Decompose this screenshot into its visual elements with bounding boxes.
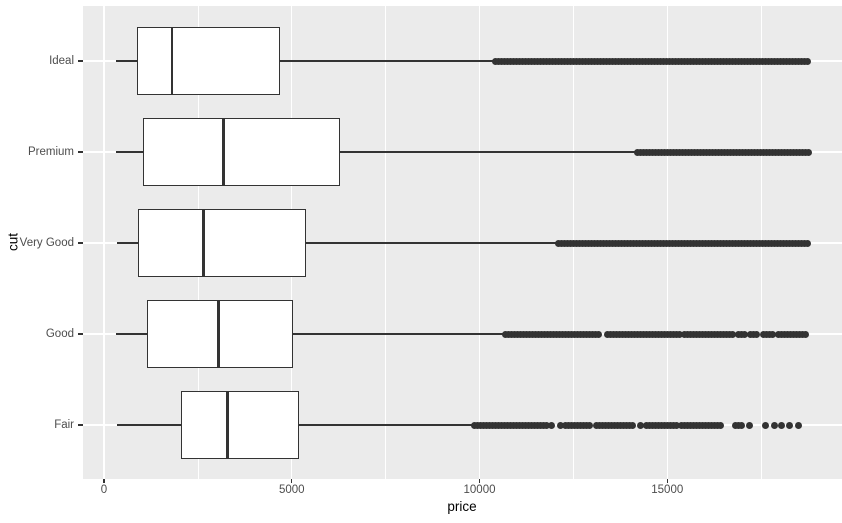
whisker-low [116, 333, 147, 335]
y-axis-tick [78, 151, 83, 153]
y-axis-tick [78, 333, 83, 335]
whisker-high [340, 151, 635, 153]
outlier-dot [778, 421, 786, 429]
outlier-dot [804, 239, 812, 247]
outlier-dot [675, 330, 683, 338]
outlier-dot [753, 330, 761, 338]
whisker-high [299, 424, 476, 426]
x-tick-label: 10000 [463, 484, 496, 496]
median-line [217, 300, 220, 368]
y-tick-label: Fair [54, 419, 74, 431]
y-axis-tick [78, 424, 83, 426]
box-iqr [180, 391, 300, 459]
median-line [222, 118, 225, 186]
whisker-low [116, 151, 144, 153]
outlier-dot [557, 421, 565, 429]
whisker-high [292, 333, 511, 335]
y-tick-label: Premium [27, 146, 74, 158]
median-line [202, 209, 205, 277]
outlier-dot [717, 421, 725, 429]
outlier-dot [738, 421, 746, 429]
outlier-dot [741, 330, 749, 338]
x-axis-tick [291, 479, 293, 483]
outlier-dot [746, 421, 754, 429]
median-line [225, 391, 229, 459]
y-tick-label: Good [45, 328, 74, 340]
x-tick-label: 15000 [651, 484, 684, 496]
outlier-dot [701, 421, 709, 429]
outlier-dot [804, 57, 812, 65]
outlier-dot [786, 421, 794, 429]
outlier-dot [629, 421, 637, 429]
whisker-low [116, 424, 181, 426]
outlier-dot [761, 421, 769, 429]
whisker-low [116, 242, 139, 244]
y-tick-label: Very Good [19, 237, 74, 249]
outlier-dot [595, 330, 603, 338]
x-axis-tick [478, 479, 481, 483]
box-iqr [146, 300, 293, 368]
whisker-high [279, 60, 493, 62]
outlier-dot [543, 421, 551, 429]
outlier-dot [637, 421, 645, 429]
x-axis-tick [666, 479, 668, 483]
x-tick-label: 5000 [278, 484, 305, 496]
x-tick-label: 0 [100, 484, 108, 496]
outlier-dot [801, 330, 809, 338]
outlier-dot [548, 421, 556, 429]
outlier-dot [728, 330, 736, 338]
x-axis-title: price [447, 499, 477, 514]
box-iqr [136, 27, 280, 95]
whisker-low [116, 60, 137, 62]
y-axis-title: cut [5, 232, 21, 252]
median-line [170, 27, 174, 95]
outlier-dot [585, 421, 593, 429]
plot-panel [83, 6, 842, 479]
outlier-dot [673, 421, 681, 429]
y-axis-tick [78, 60, 83, 62]
y-tick-label: Ideal [49, 55, 74, 67]
whisker-high [305, 242, 556, 244]
y-axis-tick [78, 242, 83, 244]
outlier-dot [768, 330, 776, 338]
x-axis-tick [103, 479, 105, 483]
box-iqr [143, 118, 341, 186]
outlier-dot [805, 148, 813, 156]
outlier-dot [770, 421, 778, 429]
box-iqr [138, 209, 306, 277]
outlier-dot [795, 421, 803, 429]
